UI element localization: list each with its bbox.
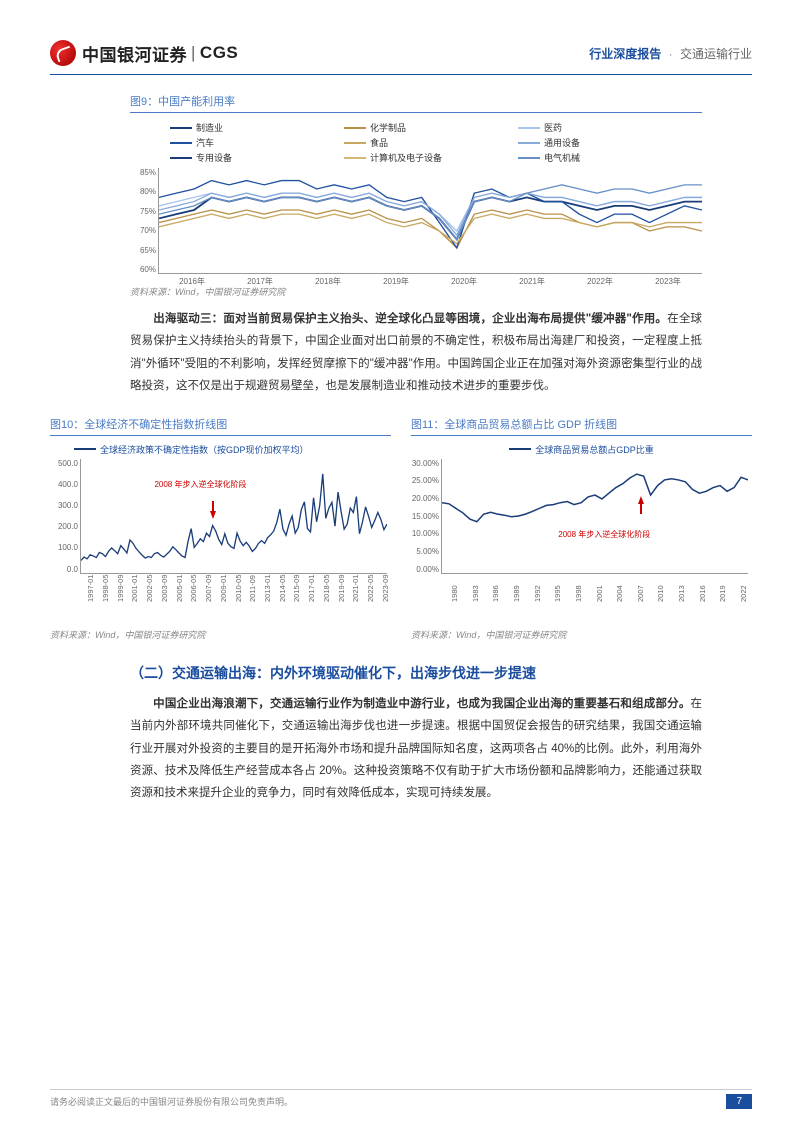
header-labels: 行业深度报告 · 交通运输行业 xyxy=(589,45,752,62)
fig9-xaxis: 2016年2017年2018年2019年2020年2021年2022年2023年 xyxy=(158,276,702,288)
fig9-yaxis: 85%80%75%70%65%60% xyxy=(130,168,156,274)
fig11-yaxis: 30.00%25.00%20.00%15.00%10.00%5.00%0.00% xyxy=(411,459,439,574)
fig11-plot: 2008 年步入逆全球化阶段 xyxy=(441,459,748,574)
fig10-annotation: 2008 年步入逆全球化阶段 xyxy=(154,479,246,490)
logo: 中国银河证券 | CGS xyxy=(50,40,238,66)
fig10-xaxis: 1997-011998-051999-092001-012002-052003-… xyxy=(80,576,387,604)
section-heading: （二）交通运输出海：内外环境驱动催化下，出海步伐进一步提速 xyxy=(130,663,702,683)
fig11-title: 图11：全球商品贸易总额占比 GDP 折线图 xyxy=(411,416,752,436)
fig11-source: 资料来源：Wind，中国银河证券研究院 xyxy=(411,628,752,641)
fig11-xaxis: 1980198319861989199219951998200120042007… xyxy=(441,576,748,604)
report-type: 行业深度报告 xyxy=(589,47,661,61)
fig10-chart: 全球经济政策不确定性指数（按GDP现价加权平均） 500.0400.0300.0… xyxy=(50,440,391,625)
fig11-legend: 全球商品贸易总额占GDP比重 xyxy=(411,440,752,459)
disclaimer: 请务必阅读正文最后的中国银河证券股份有限公司免责声明。 xyxy=(50,1095,293,1108)
company-name-en: CGS xyxy=(200,43,238,63)
fig10-title: 图10：全球经济不确定性指数折线图 xyxy=(50,416,391,436)
fig9-legend: 制造业化学制品医药汽车食品通用设备专用设备计算机及电子设备电气机械 xyxy=(130,117,702,168)
paragraph-1: 出海驱动三：面对当前贸易保护主义抬头、逆全球化凸显等困境，企业出海布局提供"缓冲… xyxy=(130,308,702,398)
fig9-plot xyxy=(158,168,702,274)
page-header: 中国银河证券 | CGS 行业深度报告 · 交通运输行业 xyxy=(50,40,752,75)
fig10-arrow xyxy=(210,511,216,519)
company-name-cn: 中国银河证券 xyxy=(82,41,187,66)
fig10-legend: 全球经济政策不确定性指数（按GDP现价加权平均） xyxy=(50,440,391,459)
logo-icon xyxy=(50,40,76,66)
industry-label: 交通运输行业 xyxy=(680,47,752,61)
fig9-chart: 制造业化学制品医药汽车食品通用设备专用设备计算机及电子设备电气机械 85%80%… xyxy=(130,117,702,282)
fig11-annotation: 2008 年步入逆全球化阶段 xyxy=(558,529,650,540)
fig9-title: 图9：中国产能利用率 xyxy=(130,93,702,113)
page-number: 7 xyxy=(726,1094,752,1109)
fig10-plot: 2008 年步入逆全球化阶段 xyxy=(80,459,387,574)
fig10-yaxis: 500.0400.0300.0200.0100.00.0 xyxy=(50,459,78,574)
page-footer: 请务必阅读正文最后的中国银河证券股份有限公司免责声明。 7 xyxy=(50,1089,752,1109)
paragraph-2: 中国企业出海浪潮下，交通运输行业作为制造业中游行业，也成为我国企业出海的重要基石… xyxy=(130,693,702,805)
fig11-arrow xyxy=(638,496,644,504)
fig10-source: 资料来源：Wind，中国银河证券研究院 xyxy=(50,628,391,641)
fig11-chart: 全球商品贸易总额占GDP比重 30.00%25.00%20.00%15.00%1… xyxy=(411,440,752,625)
